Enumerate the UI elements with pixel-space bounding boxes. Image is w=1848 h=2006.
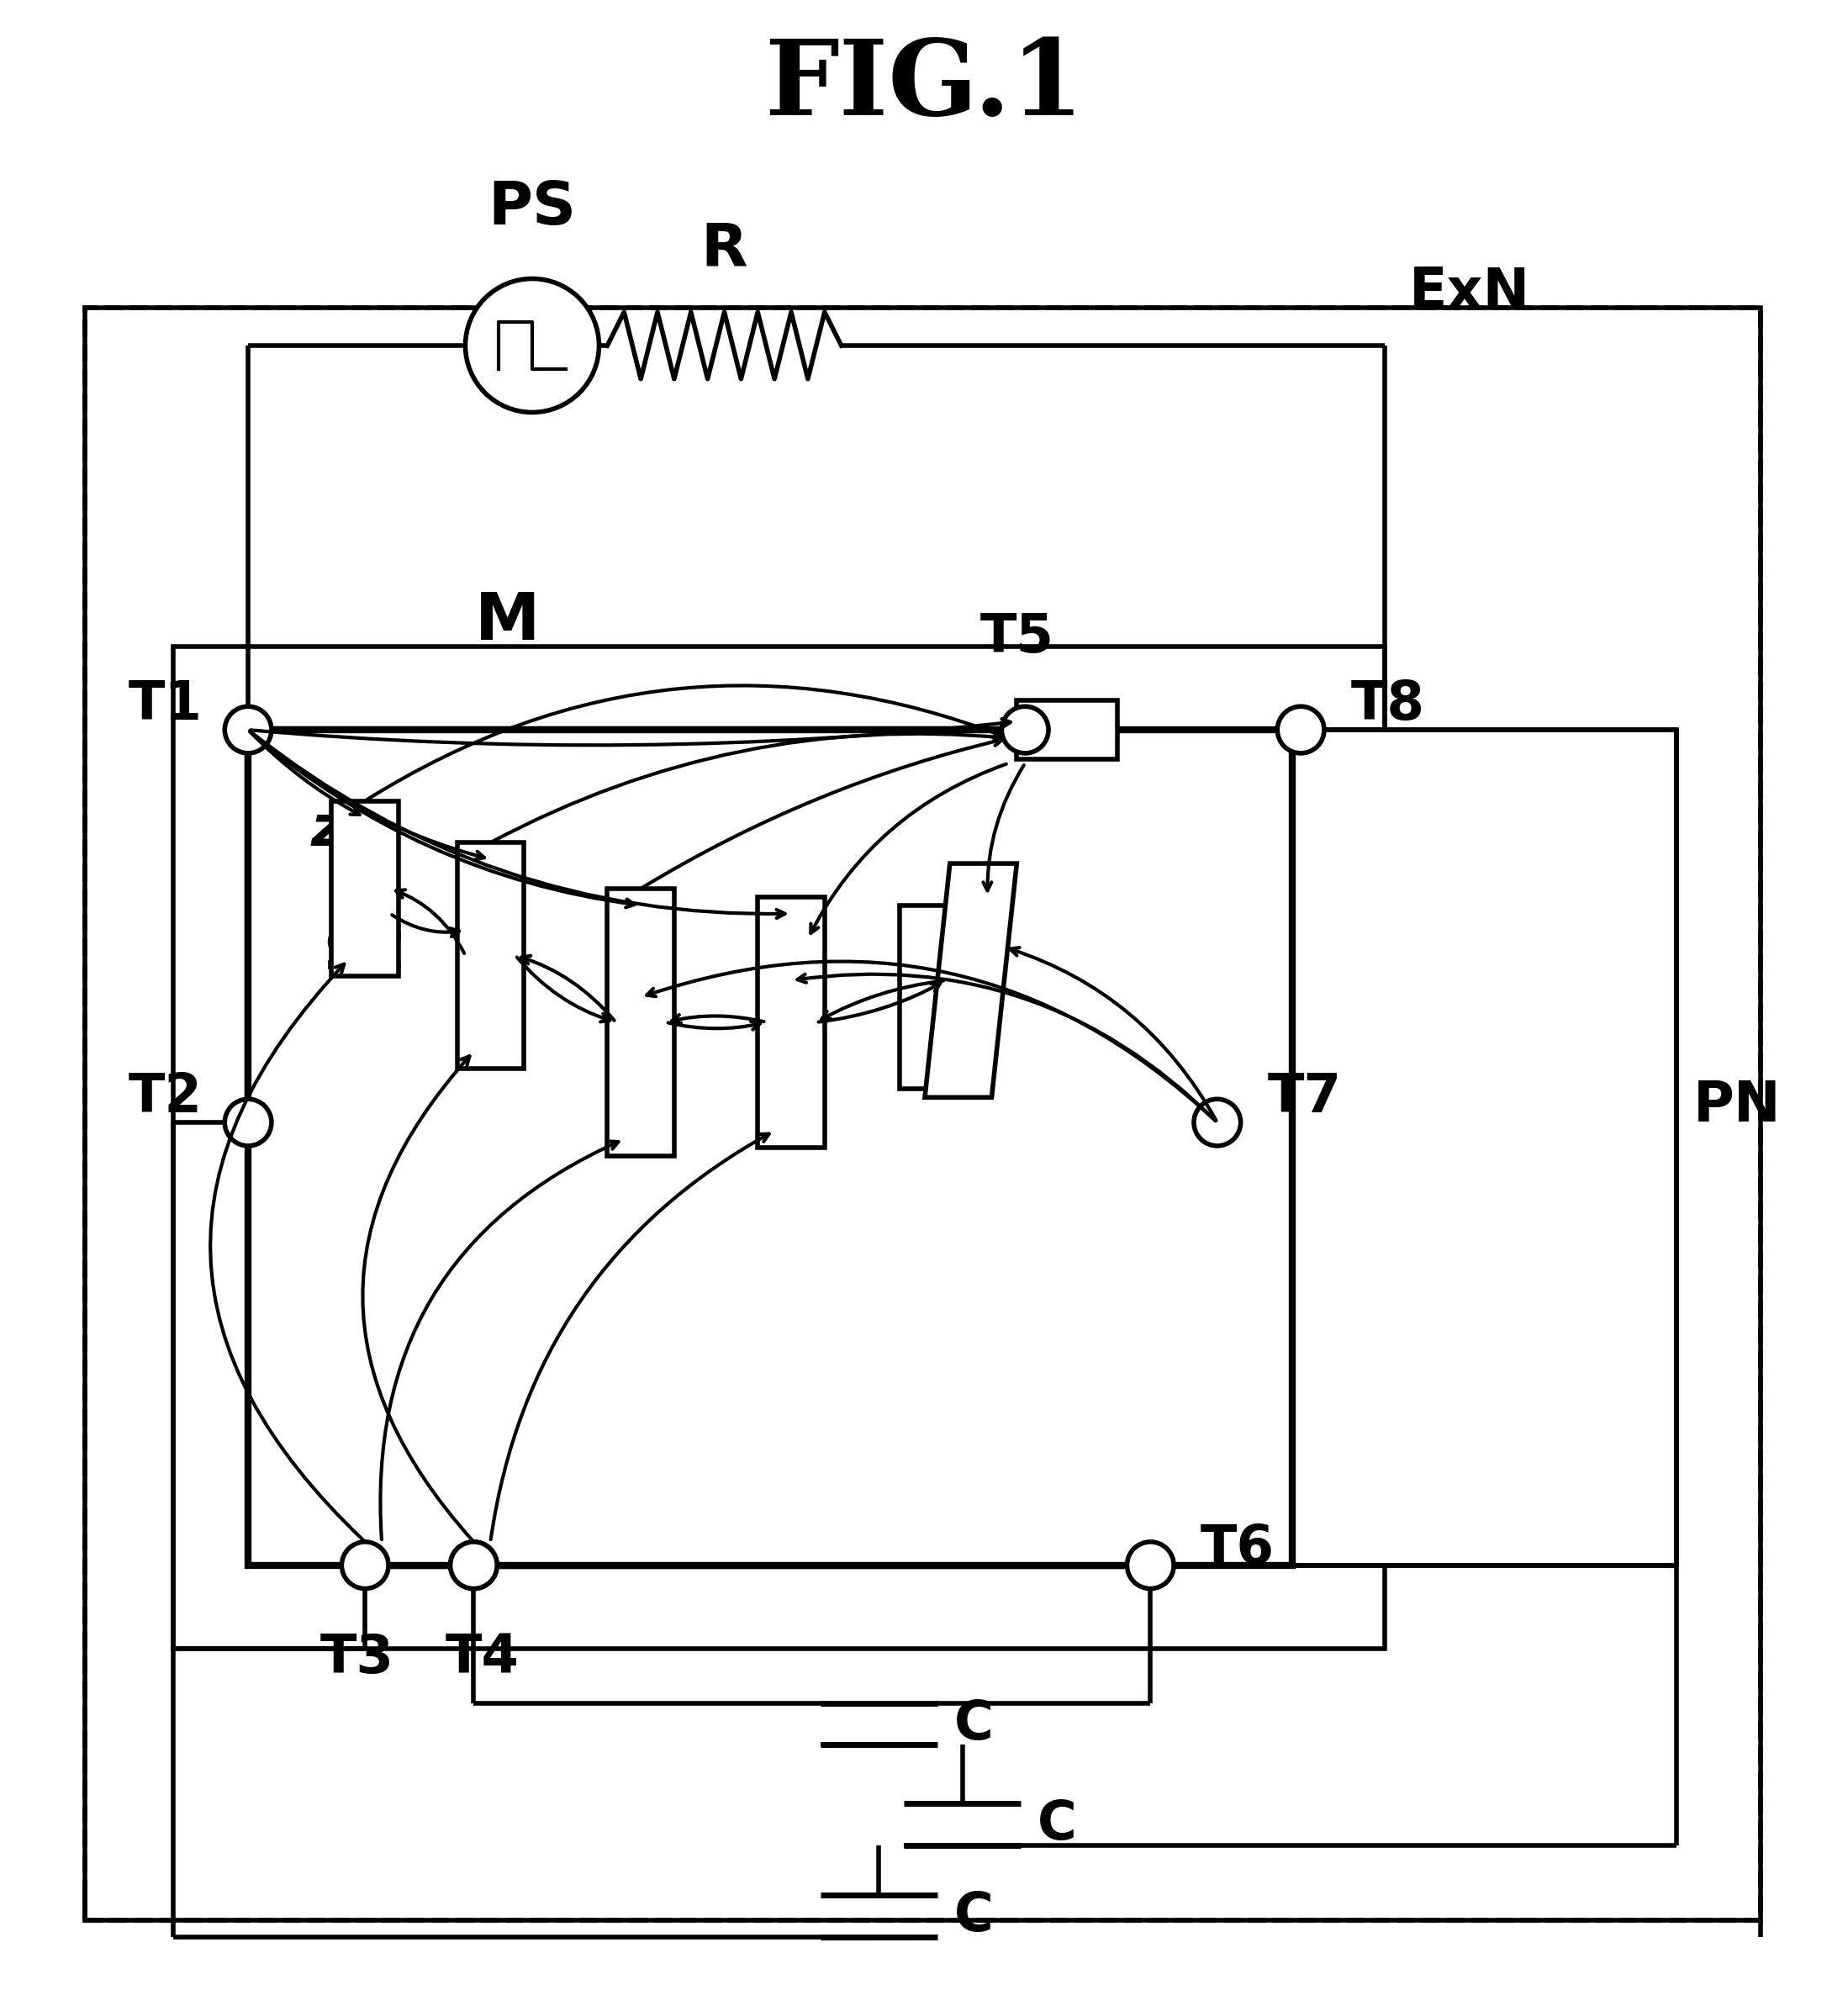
Circle shape: [1002, 706, 1048, 752]
Text: FIG.1: FIG.1: [765, 36, 1083, 136]
Text: T2: T2: [128, 1071, 201, 1123]
Text: T4: T4: [445, 1633, 519, 1685]
Text: T5: T5: [979, 612, 1053, 662]
Circle shape: [342, 1543, 388, 1589]
Text: C: C: [1037, 1797, 1077, 1850]
Bar: [85, 309, 1761, 1920]
Text: C: C: [954, 1890, 994, 1942]
Text: C: C: [954, 1697, 994, 1749]
Circle shape: [225, 706, 272, 752]
Circle shape: [1194, 1099, 1240, 1145]
Bar: [758, 897, 824, 1147]
Text: M: M: [475, 590, 540, 654]
Bar: [1251, 730, 1676, 1565]
Text: PS: PS: [488, 179, 577, 237]
Circle shape: [451, 1543, 497, 1589]
Text: z: z: [310, 802, 344, 859]
Text: PN: PN: [1693, 1077, 1781, 1133]
Circle shape: [451, 1543, 497, 1589]
Circle shape: [1277, 706, 1325, 752]
Bar: [1016, 700, 1116, 758]
Bar: [456, 843, 523, 1067]
Circle shape: [225, 1099, 272, 1145]
Bar: [900, 905, 967, 1089]
Bar: [85, 309, 1761, 1920]
Text: ExN: ExN: [1410, 265, 1530, 321]
Text: T3: T3: [320, 1633, 394, 1685]
Bar: [331, 800, 399, 977]
Text: SC: SC: [323, 927, 405, 983]
Text: T1: T1: [128, 678, 201, 730]
Bar: [174, 646, 1384, 1649]
Polygon shape: [924, 863, 1016, 1097]
Text: T8: T8: [1351, 678, 1425, 730]
Text: T7: T7: [1268, 1071, 1342, 1123]
Text: R: R: [700, 221, 748, 279]
Bar: [608, 889, 675, 1155]
Text: T6: T6: [1201, 1523, 1275, 1575]
Circle shape: [466, 279, 599, 413]
Bar: [248, 730, 1292, 1565]
Circle shape: [1127, 1543, 1173, 1589]
